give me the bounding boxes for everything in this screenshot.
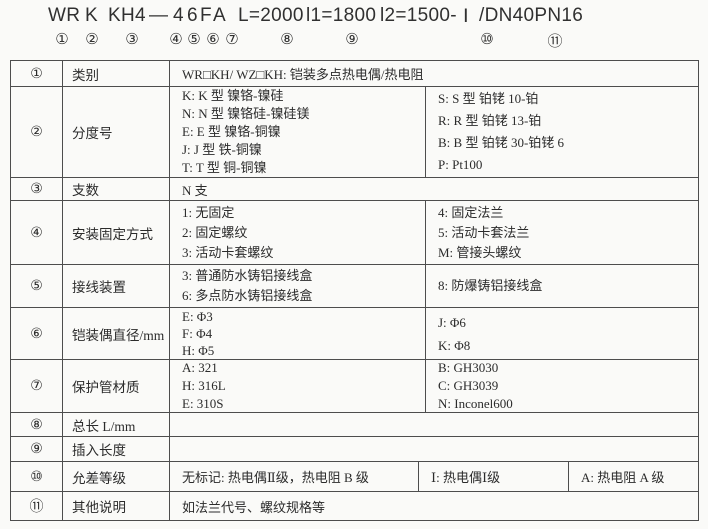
cell-junction-right: 8: 防爆铸铝接线盒 [425, 265, 698, 307]
code-marker-2: ② [85, 30, 99, 48]
row-label: 分度号 [63, 87, 170, 177]
code-marker-10: ⑩ [480, 30, 494, 48]
cell-tolerance-classA: A: 热电阻 A 级 [568, 462, 698, 491]
code-segment-material: A [213, 5, 226, 26]
row-label: 铠装偶直径/mm [63, 308, 170, 359]
code-segment-length: L=2000 [238, 5, 304, 26]
row-content: A: 321 H: 316L E: 310S B: GH3030 C: GH30… [170, 360, 698, 412]
code-segment-diameter: F [200, 5, 212, 26]
table-row-junction-box: ⑤ 接线装置 3: 普通防水铸铝接线盒 6: 多点防水铸铝接线盒 8: 防爆铸铝… [11, 264, 698, 307]
cell-tolerance-class1: Ⅰ: 热电偶Ⅰ级 [418, 462, 568, 491]
row-content: K: K 型 镍铬-镍硅 N: N 型 镍铬硅-镍硅镁 E: E 型 镍铬-铜镍… [170, 87, 698, 177]
code-marker-9: ⑨ [345, 30, 359, 48]
table-row-count: ③ 支数 N 支 [11, 177, 698, 200]
row-content [170, 413, 698, 436]
row-number: ⑥ [11, 308, 63, 359]
table-row-category: ① 类别 WR□KH/ WZ□KH: 铠装多点热电偶/热电阻 [11, 61, 698, 86]
row-label: 支数 [63, 178, 170, 200]
model-code-line: WR K KH4 — 4 6 F A L=2000 l1=1800 l2=150… [0, 0, 708, 60]
code-marker-6: ⑥ [206, 30, 220, 48]
row-content: N 支 [170, 178, 698, 200]
cell-mounting-right: 4: 固定法兰 5: 活动卡套法兰 M: 管接头螺纹 [425, 201, 698, 264]
code-marker-3: ③ [125, 30, 139, 48]
code-segment-insert1: l1=1800 [306, 5, 377, 26]
code-segment-series: KH4 [108, 5, 146, 26]
cell-graduation-noble: S: S 型 铂铑 10-铂 R: R 型 铂铑 13-铂 B: B 型 铂铑 … [425, 87, 698, 177]
row-label: 保护管材质 [63, 360, 170, 412]
code-marker-11: ⑪ [547, 32, 563, 50]
row-content: 无标记: 热电偶Ⅱ级，热电阻 B 级 Ⅰ: 热电偶Ⅰ级 A: 热电阻 A 级 [170, 462, 698, 491]
cell-material-right: B: GH3030 C: GH3039 N: Inconel600 [425, 360, 698, 412]
table-row-tube-material: ⑦ 保护管材质 A: 321 H: 316L E: 310S B: GH3030… [11, 359, 698, 412]
code-segment-mounting: 4 [173, 5, 184, 26]
row-content: WR□KH/ WZ□KH: 铠装多点热电偶/热电阻 [170, 61, 698, 86]
table-row-tolerance-class: ⑩ 允差等级 无标记: 热电偶Ⅱ级，热电阻 B 级 Ⅰ: 热电偶Ⅰ级 A: 热电… [11, 461, 698, 491]
row-number: ⑤ [11, 265, 63, 307]
row-label: 插入长度 [63, 437, 170, 461]
table-row-graduation: ② 分度号 K: K 型 镍铬-镍硅 N: N 型 镍铬硅-镍硅镁 E: E 型… [11, 86, 698, 177]
row-number: ③ [11, 178, 63, 200]
row-content [170, 437, 698, 461]
row-content: 1: 无固定 2: 固定螺纹 3: 活动卡套螺纹 4: 固定法兰 5: 活动卡套… [170, 201, 698, 264]
code-marker-8: ⑧ [280, 30, 294, 48]
code-segment-dash: — [149, 5, 169, 26]
row-label: 总长 L/mm [63, 413, 170, 436]
cell-tolerance-default: 无标记: 热电偶Ⅱ级，热电阻 B 级 [182, 470, 369, 485]
row-content: 如法兰代号、螺纹规格等 [170, 492, 698, 520]
row-number: ④ [11, 201, 63, 264]
row-content: E: Φ3 F: Φ4 H: Φ5 J: Φ6 K: Φ8 [170, 308, 698, 359]
code-marker-1: ① [55, 30, 69, 48]
row-number: ⑪ [11, 492, 63, 520]
row-label: 类别 [63, 61, 170, 86]
code-marker-4: ④ [169, 30, 183, 48]
cell-total-length [170, 413, 698, 436]
code-segment-insert2: l2=1500- [380, 5, 457, 26]
cell-junction-left: 3: 普通防水铸铝接线盒 6: 多点防水铸铝接线盒 [182, 268, 313, 303]
row-number: ② [11, 87, 63, 177]
cell-count: N 支 [182, 182, 208, 198]
cell-material-left: A: 321 H: 316L E: 310S [182, 360, 226, 411]
cell-diameter-left: E: Φ3 F: Φ4 H: Φ5 [182, 309, 215, 358]
row-number: ⑦ [11, 360, 63, 412]
table-row-mounting: ④ 安装固定方式 1: 无固定 2: 固定螺纹 3: 活动卡套螺纹 4: 固定法… [11, 200, 698, 264]
code-marker-5: ⑤ [187, 30, 201, 48]
row-number: ⑩ [11, 462, 63, 491]
cell-graduation-base: K: K 型 镍铬-镍硅 N: N 型 镍铬硅-镍硅镁 E: E 型 镍铬-铜镍… [182, 88, 310, 175]
row-number: ⑧ [11, 413, 63, 436]
cell-mounting-left: 1: 无固定 2: 固定螺纹 3: 活动卡套螺纹 [182, 204, 274, 260]
code-segment-graduation: K [85, 5, 98, 26]
code-segment-junction: 6 [187, 5, 198, 26]
cell-insertion-length [170, 437, 698, 461]
code-segment-tolerance: Ⅰ [463, 6, 469, 27]
code-marker-7: ⑦ [225, 30, 239, 48]
table-row-sheath-diameter: ⑥ 铠装偶直径/mm E: Φ3 F: Φ4 H: Φ5 J: Φ6 K: Φ8 [11, 307, 698, 359]
table-row-other-notes: ⑪ 其他说明 如法兰代号、螺纹规格等 [11, 491, 698, 520]
table-row-total-length: ⑧ 总长 L/mm [11, 412, 698, 436]
row-label: 允差等级 [63, 462, 170, 491]
row-content: 3: 普通防水铸铝接线盒 6: 多点防水铸铝接线盒 8: 防爆铸铝接线盒 [170, 265, 698, 307]
row-label: 接线装置 [63, 265, 170, 307]
row-label: 其他说明 [63, 492, 170, 520]
row-number: ⑨ [11, 437, 63, 461]
row-label: 安装固定方式 [63, 201, 170, 264]
cell-category: WR□KH/ WZ□KH: 铠装多点热电偶/热电阻 [182, 67, 424, 82]
ordering-code-table: ① 类别 WR□KH/ WZ□KH: 铠装多点热电偶/热电阻 ② 分度号 K: … [10, 60, 699, 521]
code-segment-type: WR [48, 5, 81, 26]
table-row-insertion-length: ⑨ 插入长度 [11, 436, 698, 461]
cell-diameter-right: J: Φ6 K: Φ8 [425, 308, 698, 359]
code-segment-flange: /DN40PN16 [479, 5, 584, 26]
row-number: ① [11, 61, 63, 86]
cell-other-notes: 如法兰代号、螺纹规格等 [182, 499, 326, 515]
